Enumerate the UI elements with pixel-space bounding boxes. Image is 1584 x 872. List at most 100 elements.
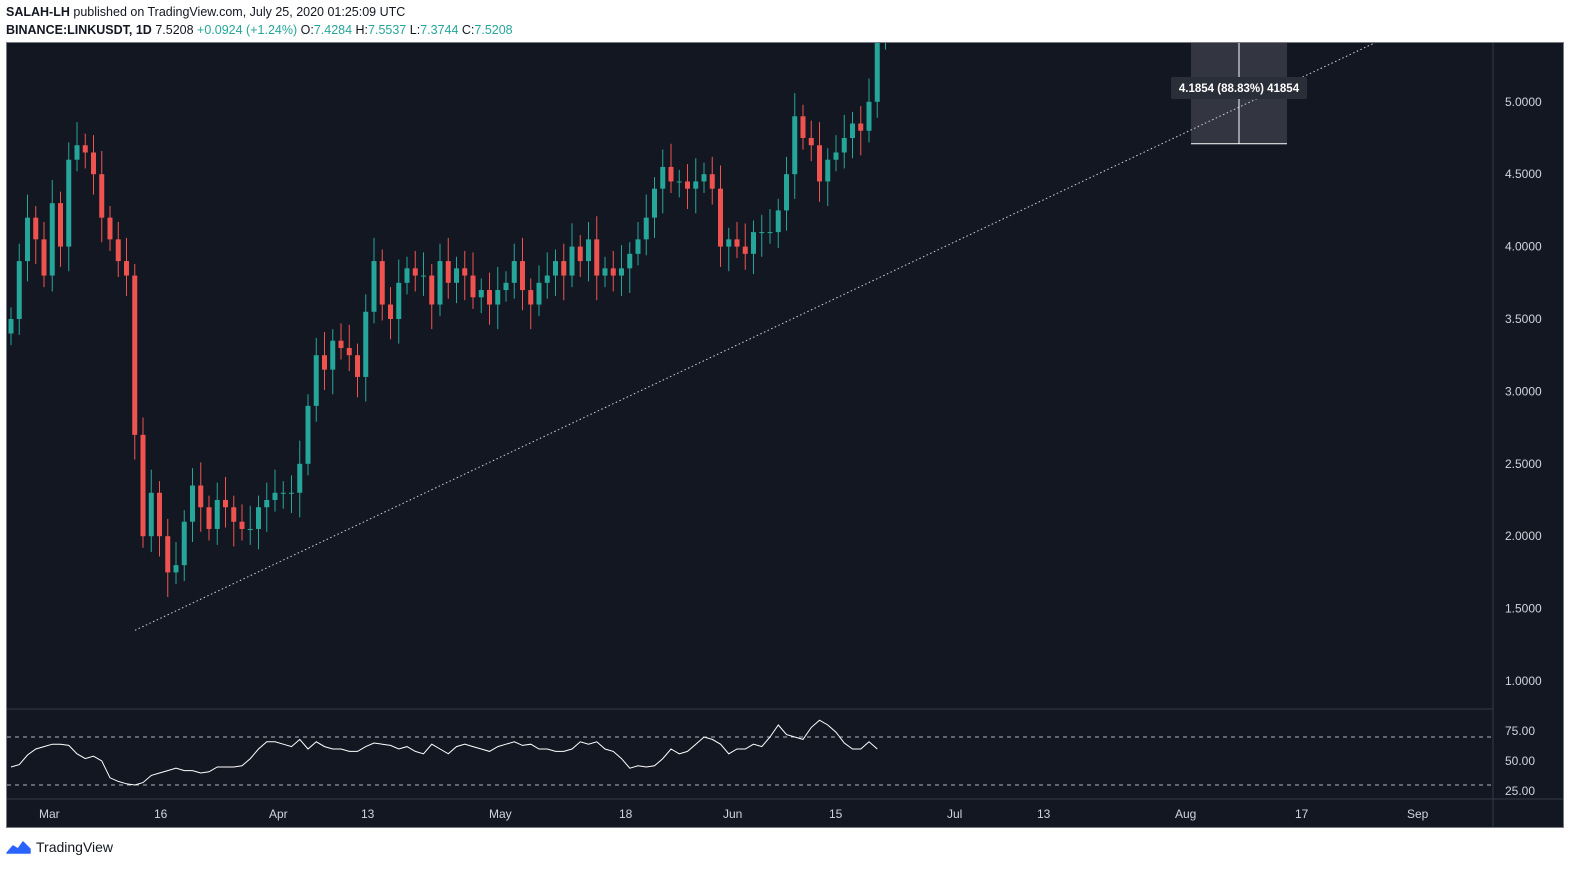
candle-body	[734, 239, 740, 247]
candle-body	[25, 217, 30, 262]
chart-panel[interactable]: 9.50009.00008.50008.00007.50007.00006.50…	[6, 42, 1564, 828]
candle-body	[297, 463, 303, 493]
candle-body	[322, 355, 327, 370]
candle-body	[610, 268, 616, 276]
symbol-label[interactable]: BINANCE:LINKUSDT, 1D	[6, 23, 152, 37]
candle	[322, 332, 327, 390]
candle	[91, 135, 96, 195]
candle	[767, 208, 773, 244]
candle-body	[396, 282, 402, 319]
candle	[297, 440, 303, 518]
price-tick-label: 4.0000	[1505, 240, 1542, 254]
candle	[247, 505, 253, 545]
candle	[206, 495, 212, 541]
candle	[495, 266, 501, 330]
candle-body	[685, 181, 690, 189]
candle-body	[701, 174, 707, 182]
candle-body	[429, 275, 435, 305]
candle	[701, 162, 707, 194]
candle-body	[82, 145, 88, 153]
candle-body	[33, 217, 39, 240]
candle	[841, 114, 847, 169]
published-text: published on TradingView.com, July 25, 2…	[73, 5, 406, 19]
price-chart[interactable]: 9.50009.00008.50008.00007.50007.00006.50…	[7, 43, 1563, 827]
candle	[660, 149, 666, 214]
time-tick-label: Sep	[1407, 807, 1429, 821]
candle	[371, 237, 377, 324]
candle-body	[404, 268, 410, 283]
candle-body	[462, 268, 468, 276]
candle-body	[74, 145, 80, 160]
candle-body	[355, 355, 360, 377]
candle-body	[313, 355, 319, 406]
candle-body	[503, 282, 509, 291]
candle-body	[272, 492, 278, 500]
candle-body	[157, 492, 162, 537]
candle	[305, 394, 311, 476]
candle	[734, 221, 740, 259]
candle	[99, 151, 105, 243]
footer: TradingView	[6, 836, 113, 858]
candle	[107, 206, 113, 251]
candle	[115, 221, 121, 278]
candle	[462, 250, 468, 301]
candle	[825, 148, 831, 207]
candle-body	[569, 246, 575, 276]
candle	[454, 256, 459, 304]
candle	[742, 223, 748, 270]
candle	[561, 243, 567, 301]
candle-body	[544, 275, 550, 283]
candle-body	[553, 261, 558, 276]
candle-body	[140, 434, 146, 537]
candle	[25, 194, 30, 282]
candle	[520, 237, 525, 311]
price-tick-label: 2.0000	[1505, 529, 1542, 543]
candle	[289, 475, 294, 514]
candle	[792, 93, 798, 199]
candle-body	[379, 261, 385, 305]
candle-body	[817, 145, 822, 182]
candle-body	[148, 492, 154, 537]
time-tick-label: May	[489, 807, 512, 821]
candle-body	[561, 261, 567, 276]
rsi-tick-label: 50.00	[1505, 754, 1535, 768]
candle-body	[239, 521, 245, 529]
candle-body	[247, 528, 253, 530]
close-label: C:	[461, 23, 475, 37]
candle-body	[850, 123, 855, 138]
candle	[775, 198, 781, 249]
candle-body	[643, 217, 649, 240]
candle	[709, 156, 715, 205]
candle-body	[792, 116, 798, 175]
candle-body	[66, 159, 72, 247]
candle-body	[231, 507, 237, 522]
candle-body	[363, 311, 369, 377]
candle	[874, 43, 880, 118]
candle-body	[577, 246, 583, 262]
candle	[181, 510, 187, 582]
rsi-tick-label: 25.00	[1505, 784, 1535, 798]
candle-body	[784, 174, 789, 211]
candle-body	[800, 116, 806, 138]
candle	[173, 541, 179, 584]
price-tick-label: 3.0000	[1505, 384, 1542, 398]
open-label: O:	[300, 23, 314, 37]
candle-body	[470, 275, 476, 298]
candle-body	[726, 239, 732, 247]
tradingview-brand[interactable]: TradingView	[36, 839, 114, 855]
candle	[478, 278, 484, 314]
candle-body	[16, 261, 22, 319]
candle	[850, 111, 855, 159]
time-tick-label: Jun	[723, 807, 742, 821]
publisher-name[interactable]: SALAH-LH	[6, 5, 70, 19]
price-tick-label: 3.5000	[1505, 312, 1542, 326]
time-tick-label: Mar	[39, 807, 60, 821]
candle	[256, 495, 261, 550]
candle	[676, 169, 682, 198]
candle-body	[198, 485, 204, 508]
time-tick-label: 18	[619, 807, 633, 821]
candle-body	[338, 340, 344, 348]
candle	[223, 476, 228, 528]
candle	[41, 221, 47, 288]
candle-body	[742, 246, 748, 254]
